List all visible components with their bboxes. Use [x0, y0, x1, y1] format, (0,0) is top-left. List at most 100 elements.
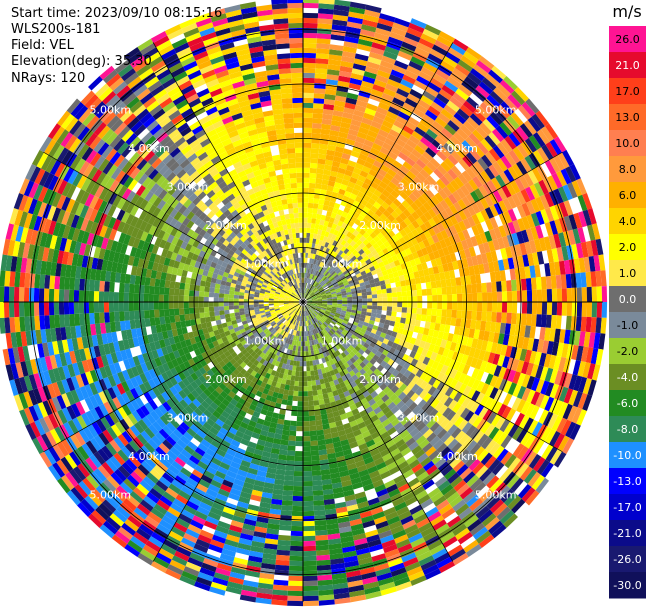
velocity-gate [571, 344, 579, 360]
velocity-gate [401, 291, 408, 297]
velocity-gate [423, 229, 432, 239]
velocity-gate [391, 234, 399, 243]
velocity-gate [541, 289, 548, 302]
velocity-gate [452, 334, 459, 344]
velocity-gate [415, 369, 424, 378]
velocity-gate [470, 357, 479, 368]
velocity-gate [379, 382, 388, 391]
velocity-gate [390, 210, 400, 219]
velocity-gate [501, 280, 507, 292]
velocity-gate [393, 173, 404, 183]
velocity-gate [399, 367, 408, 375]
velocity-gate [503, 471, 516, 486]
velocity-gate [427, 358, 435, 368]
velocity-gate [325, 190, 333, 197]
velocity-gate [317, 300, 323, 302]
velocity-gate [398, 275, 405, 282]
velocity-gate [383, 50, 398, 61]
velocity-gate [326, 185, 334, 192]
velocity-gate [432, 369, 441, 380]
velocity-gate [561, 343, 569, 358]
velocity-gate [309, 233, 314, 239]
velocity-gate [371, 305, 378, 310]
velocity-gate [544, 382, 555, 397]
velocity-gate [308, 400, 314, 407]
velocity-gate [516, 204, 527, 219]
velocity-gate [310, 279, 315, 285]
velocity-gate [396, 412, 407, 422]
velocity-gate [342, 320, 349, 325]
velocity-gate [521, 487, 536, 503]
velocity-gate [500, 155, 512, 169]
velocity-gate [317, 326, 322, 332]
velocity-gate [507, 495, 522, 510]
velocity-gate [338, 316, 345, 320]
velocity-gate [309, 365, 314, 371]
velocity-gate [461, 396, 472, 408]
velocity-gate [390, 146, 401, 156]
velocity-gate [372, 242, 380, 250]
velocity-gate [421, 348, 429, 357]
velocity-gate [511, 312, 517, 325]
velocity-gate [343, 235, 350, 242]
velocity-gate [369, 332, 376, 338]
velocity-gate [401, 312, 407, 319]
velocity-gate [402, 125, 415, 135]
velocity-gate [303, 530, 316, 537]
velocity-gate [310, 307, 315, 311]
velocity-gate [406, 65, 421, 76]
velocity-gate [397, 151, 409, 162]
velocity-gate [359, 210, 368, 218]
velocity-gate [329, 217, 335, 224]
velocity-gate [562, 437, 574, 455]
velocity-gate [439, 175, 450, 187]
velocity-gate [432, 519, 447, 531]
velocity-gate [339, 162, 348, 170]
velocity-gate [391, 292, 398, 298]
velocity-gate [468, 246, 477, 257]
velocity-gate [352, 331, 359, 337]
velocity-gate [596, 286, 603, 302]
velocity-gate [436, 309, 443, 317]
velocity-gate [292, 500, 303, 507]
velocity-gate [379, 97, 393, 107]
velocity-gate [365, 284, 371, 289]
velocity-gate [336, 309, 342, 313]
velocity-gate [507, 221, 517, 235]
velocity-gate [390, 69, 405, 79]
velocity-gate [507, 195, 517, 209]
velocity-gate [493, 332, 500, 344]
velocity-gate [489, 363, 498, 376]
velocity-gate [536, 459, 550, 475]
velocity-gate [303, 87, 315, 94]
velocity-gate [362, 358, 370, 366]
velocity-gate [448, 399, 458, 411]
velocity-gate [306, 304, 310, 309]
velocity-gate [516, 126, 529, 141]
velocity-gate [423, 268, 430, 277]
velocity-gate [332, 110, 344, 117]
velocity-gate [507, 257, 515, 270]
velocity-gate [355, 99, 368, 108]
velocity-gate [410, 284, 417, 291]
velocity-gate [440, 384, 450, 395]
velocity-gate [468, 265, 476, 276]
velocity-gate [373, 189, 382, 198]
velocity-gate [356, 264, 363, 270]
velocity-gate [415, 283, 422, 291]
velocity-gate [314, 183, 322, 190]
velocity-gate [339, 65, 353, 73]
velocity-gate [303, 62, 316, 69]
velocity-gate [437, 112, 451, 124]
velocity-gate [332, 326, 338, 332]
velocity-gate [374, 111, 387, 120]
velocity-gate [425, 350, 433, 359]
velocity-gate [484, 207, 495, 219]
velocity-gate [387, 302, 393, 307]
velocity-gate [482, 118, 496, 132]
velocity-gate [306, 303, 312, 307]
velocity-gate [431, 288, 438, 296]
velocity-gate [472, 302, 478, 312]
velocity-gate [555, 315, 562, 330]
velocity-gate [306, 227, 311, 234]
